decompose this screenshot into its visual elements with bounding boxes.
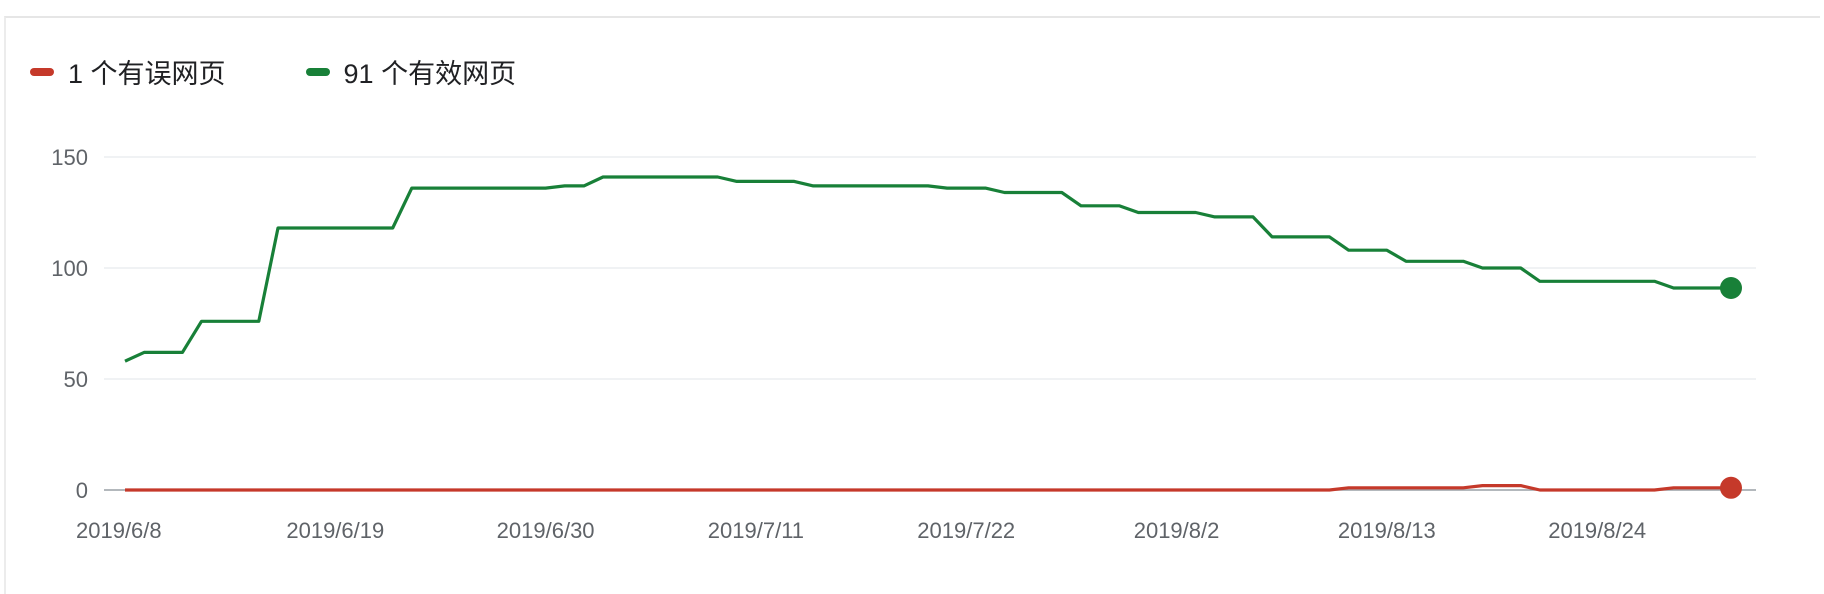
x-tick-label: 2019/8/24 [1548,518,1646,543]
y-tick-label: 150 [51,145,88,170]
x-tick-label: 2019/8/2 [1134,518,1220,543]
series-lines [124,175,1731,492]
series-endpoint-1[interactable] [1720,476,1742,499]
y-tick-label: 0 [76,478,88,503]
series-line-1[interactable] [125,484,1731,492]
x-tick-label: 2019/8/13 [1338,518,1436,543]
series-endpoint-0[interactable] [1720,276,1742,299]
x-tick-label: 2019/7/22 [917,518,1015,543]
x-axis: 2019/6/8 2019/6/19 2019/6/30 2019/7/11 2019/… [76,518,1646,543]
chart-card [4,16,1820,594]
y-tick-label: 100 [51,256,88,281]
legend-label-errors: 1 个有误网页 [68,59,226,89]
x-tick-label: 2019/6/19 [286,518,384,543]
grid-lines [104,156,1756,491]
legend-swatch-valid [305,67,330,76]
legend-label-valid: 91 个有效网页 [343,59,517,89]
x-tick-label: 2019/6/8 [76,518,162,543]
legend: 1 个有误网页 91 个有效网页 [30,52,596,91]
legend-swatch-errors [30,67,54,76]
series-line-0[interactable] [124,175,1731,363]
legend-item-valid[interactable]: 91 个有效网页 [305,52,517,91]
legend-item-errors[interactable]: 1 个有误网页 [30,52,226,91]
x-tick-label: 2019/6/30 [497,518,595,543]
y-axis: 0 50 100 150 [51,145,88,503]
series-endpoints [1720,276,1742,499]
x-tick-label: 2019/7/11 [708,518,804,543]
y-tick-label: 50 [64,367,88,392]
